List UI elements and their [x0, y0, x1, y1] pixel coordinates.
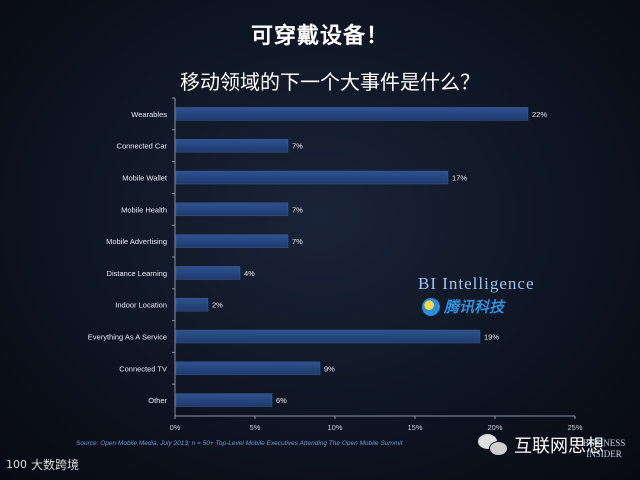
x-tick-label: 15% [407, 423, 422, 432]
data-label: 7% [292, 142, 303, 151]
wechat-icon [478, 434, 508, 456]
bar [175, 329, 481, 344]
data-label: 4% [244, 269, 255, 278]
x-tick-label: 5% [250, 423, 261, 432]
bar [175, 361, 321, 376]
bi-intelligence-watermark: BI Intelligence [418, 274, 535, 293]
category-label: Indoor Location [115, 301, 167, 310]
bar [175, 107, 529, 121]
data-label: 2% [212, 301, 223, 310]
data-label: 7% [292, 205, 303, 214]
wechat-badge: 互联网思想 [478, 432, 604, 458]
bar [175, 138, 289, 153]
logo-100-text: 大数跨境 [31, 458, 80, 472]
x-tick-label: 10% [327, 423, 342, 432]
bar [175, 170, 449, 185]
category-label: Wearables [131, 110, 167, 119]
category-label: Everything As A Service [88, 333, 167, 342]
x-tick-label: 25% [567, 423, 582, 432]
bar [175, 266, 241, 280]
category-label: Connected Car [117, 142, 168, 151]
category-label: Other [148, 396, 167, 405]
source-note: Source: Open Mobile Media, July 2013; n … [76, 440, 403, 447]
bar [175, 202, 289, 217]
bar [175, 297, 209, 312]
data-label: 7% [292, 237, 303, 246]
bar [175, 234, 289, 248]
tencent-logo-icon [422, 297, 440, 316]
business-insider-line1: BUSINESS [582, 438, 626, 448]
dashu-logo: 100 大数跨境 [6, 456, 79, 473]
category-label: Connected TV [119, 364, 167, 373]
data-label: 6% [276, 396, 287, 405]
data-label: 17% [452, 174, 467, 183]
tencent-text: 腾讯科技 [444, 298, 505, 316]
business-insider-logo: BUSINESS INSIDER [574, 438, 634, 460]
data-label: 22% [532, 110, 547, 119]
x-tick-label: 20% [487, 423, 502, 432]
category-label: Mobile Advertising [106, 237, 167, 246]
business-insider-line2: INSIDER [586, 449, 622, 459]
tencent-watermark: 腾讯科技 [422, 296, 504, 317]
logo-100-mark: 100 [6, 458, 27, 471]
wechat-account-name: 互联网思想 [514, 436, 604, 457]
category-label: Mobile Health [121, 205, 167, 214]
page-title: 可穿戴设备！ [250, 24, 389, 49]
category-label: Mobile Wallet [122, 174, 168, 183]
data-label: 19% [484, 333, 499, 342]
chart-subtitle: 移动领域的下一个大事件是什么？ [180, 70, 480, 94]
category-label: Distance Learning [107, 269, 167, 278]
x-tick-label: 0% [170, 423, 181, 432]
data-label: 9% [324, 364, 335, 373]
bar [175, 393, 273, 407]
